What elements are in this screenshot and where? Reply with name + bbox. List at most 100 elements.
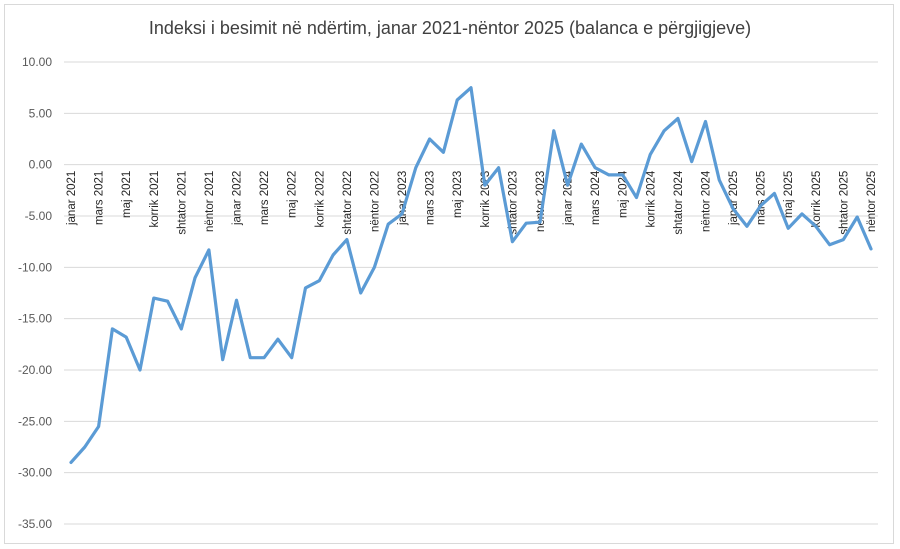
- y-tick-label: -30.00: [18, 466, 52, 480]
- data-point: [373, 266, 376, 269]
- data-point: [870, 247, 873, 250]
- x-tick-label: nëntor 2024: [700, 170, 712, 232]
- data-point: [842, 238, 845, 241]
- x-tick-label: nëntor 2021: [204, 171, 216, 232]
- x-tick-label: korrik 2023: [480, 171, 492, 228]
- data-point: [290, 356, 293, 359]
- x-tick-label: shtator 2024: [673, 170, 685, 235]
- data-point: [318, 279, 321, 282]
- data-point: [552, 129, 555, 132]
- data-series: [69, 86, 873, 464]
- data-point: [525, 222, 528, 225]
- x-tick-label: maj 2021: [121, 171, 133, 218]
- y-tick-label: -25.00: [18, 414, 52, 428]
- data-point: [304, 286, 307, 289]
- data-point: [801, 212, 804, 215]
- data-point: [414, 166, 417, 169]
- data-point: [428, 138, 431, 141]
- x-tick-label: korrik 2021: [149, 171, 161, 228]
- y-tick-label: 0.00: [29, 158, 53, 172]
- data-point: [221, 358, 224, 361]
- data-point: [635, 196, 638, 199]
- x-tick-label: maj 2023: [452, 171, 464, 218]
- data-point: [442, 151, 445, 154]
- data-point: [401, 212, 404, 215]
- data-point: [387, 223, 390, 226]
- data-point: [345, 238, 348, 241]
- x-tick-label: janar 2021: [66, 171, 78, 226]
- data-point: [332, 254, 335, 257]
- x-tick-label: shtator 2023: [507, 171, 519, 235]
- data-point: [263, 356, 266, 359]
- data-point: [649, 153, 652, 156]
- y-tick-label: -10.00: [18, 260, 52, 274]
- data-point: [607, 173, 610, 176]
- x-tick-label: janar 2022: [232, 171, 244, 226]
- data-point: [828, 243, 831, 246]
- x-tick-label: janar 2023: [397, 171, 409, 226]
- data-point: [594, 166, 597, 169]
- data-point: [207, 248, 210, 251]
- x-axis-tick-labels: janar 2021 mars 2021 maj 2021 korrik 2021 sh…: [66, 170, 878, 235]
- data-point: [249, 356, 252, 359]
- x-tick-label: maj 2022: [287, 171, 299, 218]
- data-point: [166, 300, 169, 303]
- y-tick-label: -15.00: [18, 312, 52, 326]
- data-point: [676, 117, 679, 120]
- y-tick-label: 5.00: [29, 106, 53, 120]
- gridlines: [64, 61, 878, 525]
- data-point: [704, 120, 707, 123]
- data-point: [456, 99, 459, 102]
- data-point: [773, 192, 776, 195]
- data-point: [111, 327, 114, 330]
- data-point: [663, 129, 666, 132]
- data-point: [580, 143, 583, 146]
- data-point: [470, 86, 473, 89]
- y-tick-label: -35.00: [18, 517, 52, 531]
- x-tick-label: mars 2023: [425, 171, 437, 225]
- x-tick-label: mars 2021: [94, 171, 106, 225]
- data-point: [235, 299, 238, 302]
- data-point: [497, 166, 500, 169]
- data-point: [483, 184, 486, 187]
- x-tick-label: korrik 2025: [811, 171, 823, 228]
- data-point: [718, 179, 721, 182]
- data-point: [83, 446, 86, 449]
- data-point: [856, 216, 859, 219]
- x-tick-label: shtator 2022: [342, 171, 354, 235]
- chart-title: Indeksi i besimit në ndërtim, janar 2021…: [148, 18, 752, 38]
- data-point: [194, 276, 197, 279]
- series-line: [69, 86, 873, 464]
- data-point: [97, 425, 100, 428]
- x-tick-label: mars 2022: [259, 171, 271, 225]
- data-point: [70, 461, 73, 464]
- chart-frame: [4, 4, 894, 544]
- data-point: [359, 292, 362, 295]
- data-point: [511, 240, 514, 243]
- x-tick-label: nëntor 2025: [866, 171, 878, 232]
- data-point: [621, 173, 624, 176]
- data-point: [814, 225, 817, 228]
- x-tick-label: janar 2024: [563, 170, 575, 226]
- data-point: [566, 184, 569, 187]
- x-tick-label: shtator 2025: [838, 171, 850, 235]
- x-tick-label: korrik 2024: [645, 170, 657, 227]
- data-point: [732, 207, 735, 210]
- data-point: [276, 338, 279, 341]
- data-point: [139, 369, 142, 372]
- data-point: [152, 297, 155, 300]
- x-tick-label: korrik 2022: [314, 171, 326, 228]
- data-point: [745, 225, 748, 228]
- x-tick-label: nëntor 2022: [369, 171, 381, 232]
- data-point: [787, 227, 790, 230]
- data-point: [180, 327, 183, 330]
- x-tick-label: shtator 2021: [176, 171, 188, 235]
- data-point: [690, 160, 693, 163]
- x-tick-label: mars 2025: [756, 171, 768, 225]
- y-tick-label: 10.00: [22, 55, 52, 69]
- y-axis-tick-labels: 10.00 5.00 0.00 -5.00 -10.00 -15.00 -20.00 -25.…: [18, 55, 52, 531]
- data-point: [125, 336, 128, 339]
- x-tick-label: mars 2024: [590, 170, 602, 225]
- y-tick-label: -20.00: [18, 363, 52, 377]
